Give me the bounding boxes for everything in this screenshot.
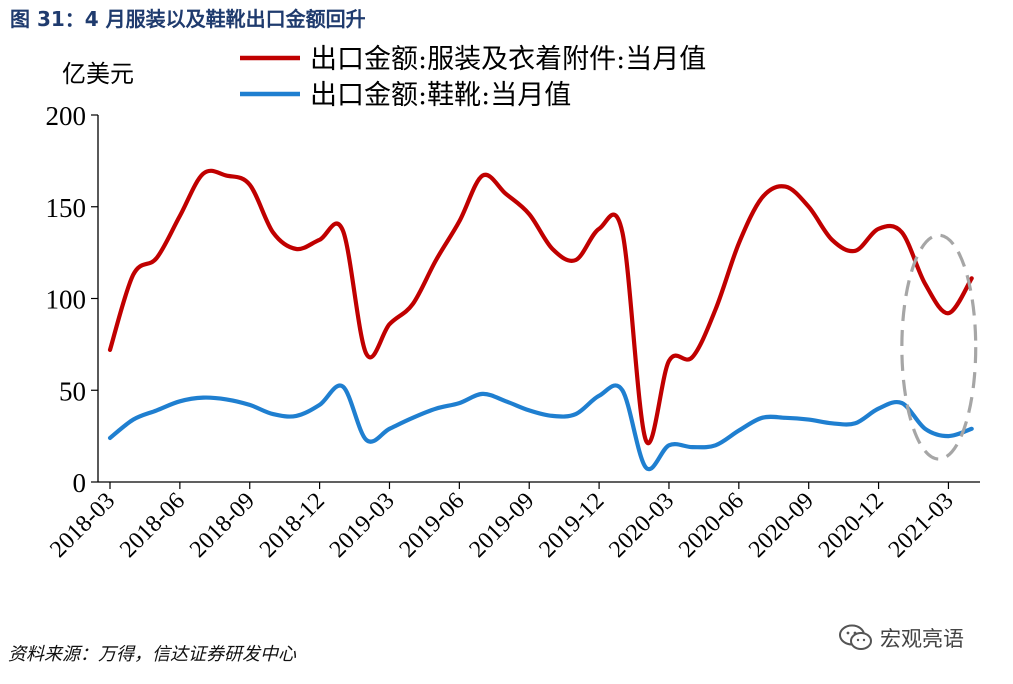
x-tick-label: 2018-06: [115, 488, 190, 563]
x-axis: 2018-032018-062018-092018-122019-032019-…: [45, 481, 980, 563]
series-line-1: [107, 168, 974, 446]
highlight-ellipse: [900, 233, 978, 461]
x-tick-label: 2020-09: [744, 488, 819, 563]
y-tick-label: 100: [46, 285, 87, 315]
x-tick-label: 2020-03: [604, 488, 679, 563]
x-tick-label: 2019-12: [534, 488, 609, 563]
x-tick-label: 2021-03: [884, 488, 959, 563]
wechat-icon: [839, 624, 872, 650]
source-note: 资料来源：万得，信达证券研发中心: [8, 644, 296, 665]
x-tick-label: 2020-06: [674, 488, 749, 563]
x-tick-label: 2019-09: [465, 488, 540, 563]
x-tick-label: 2018-03: [45, 488, 120, 563]
x-tick-label: 2020-12: [814, 488, 889, 563]
series-group: [107, 168, 974, 472]
y-axis: 0 50 100 150 200: [46, 101, 99, 498]
figure-title: 图 31：4 月服装以及鞋靴出口金额回升: [10, 7, 366, 31]
y-tick-label: 150: [46, 193, 87, 223]
watermark-text: 宏观亮语: [880, 627, 964, 651]
x-tick-label: 2018-12: [255, 488, 330, 563]
y-axis-label: 亿美元: [62, 60, 134, 88]
y-tick-label: 50: [59, 376, 86, 406]
y-tick-label: 0: [73, 468, 87, 498]
watermark: 宏观亮语: [838, 623, 964, 653]
series-line-2: [107, 383, 974, 472]
legend-label-1: 出口金额:服装及衣着附件:当月值: [310, 44, 706, 75]
y-tick-label: 200: [46, 101, 87, 131]
x-tick-label: 2019-06: [395, 488, 470, 563]
legend-label-2: 出口金额:鞋靴:当月值: [310, 80, 571, 111]
x-tick-label: 2019-03: [325, 488, 400, 563]
x-tick-label: 2018-09: [185, 488, 260, 563]
annotation-layer: [900, 233, 978, 461]
